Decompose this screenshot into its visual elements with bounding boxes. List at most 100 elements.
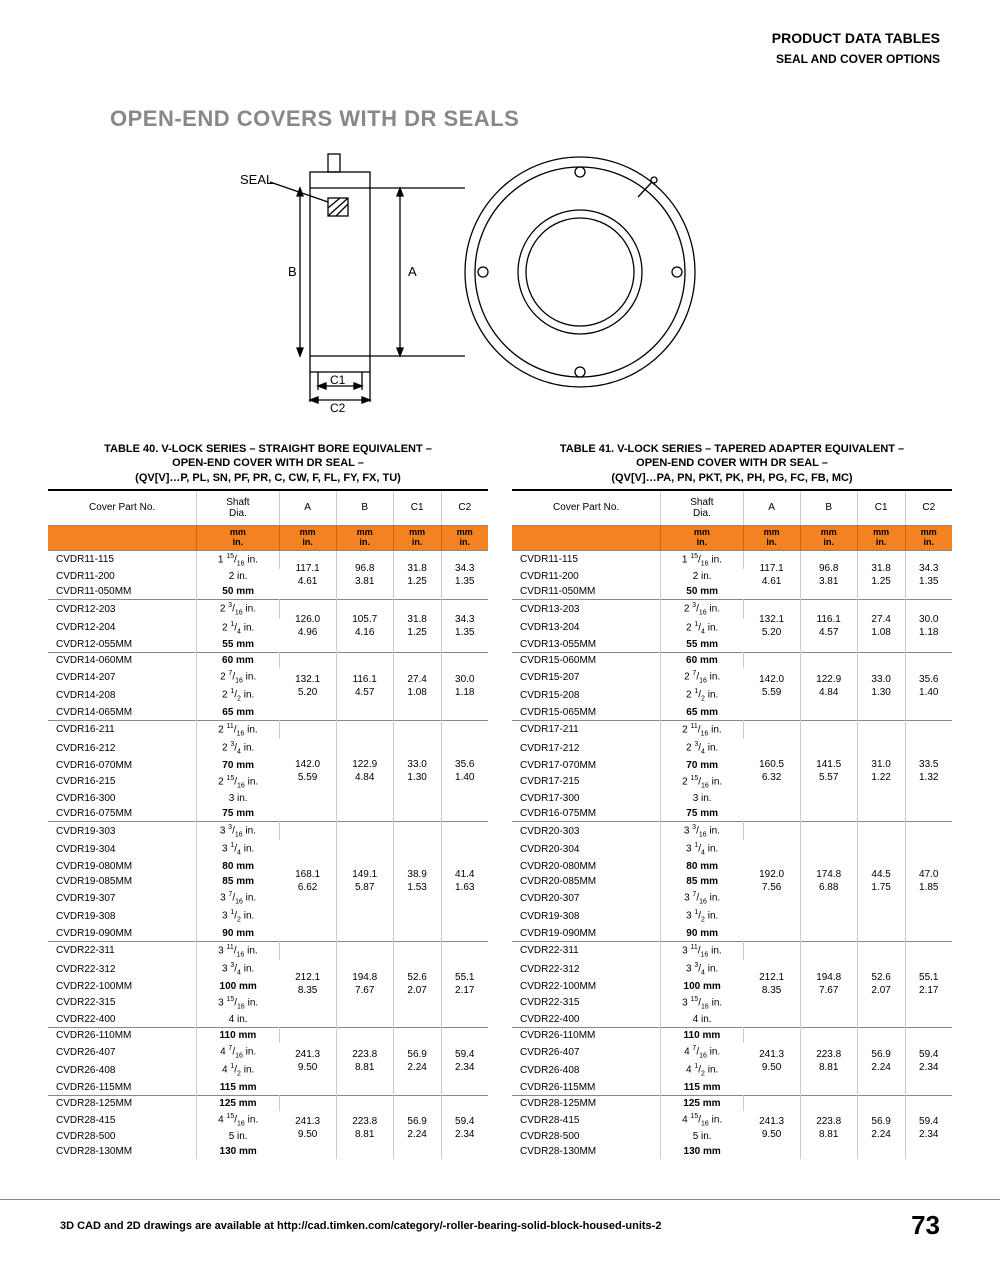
part-number: CVDR19-080MM (48, 859, 197, 874)
shaft-dia: 4 in. (197, 1012, 279, 1028)
unit-header: mmin. (857, 525, 905, 550)
shaft-dia: 110 mm (661, 1028, 743, 1044)
part-number: CVDR15-208 (512, 686, 661, 704)
part-number: CVDR19-307 (48, 889, 197, 907)
shaft-dia: 2 1/4 in. (661, 619, 743, 637)
shaft-dia: 2 3/16 in. (197, 600, 279, 619)
dim-C2: 59.42.34 (905, 1028, 952, 1096)
shaft-dia: 5 in. (661, 1129, 743, 1144)
dim-C1: 27.41.08 (857, 600, 905, 653)
shaft-dia: 2 15/16 in. (197, 773, 279, 791)
part-number: CVDR28-500 (48, 1129, 197, 1144)
dim-A: 168.16.62 (279, 822, 336, 942)
dim-A: 212.18.35 (743, 941, 800, 1027)
dim-A: 117.14.61 (743, 550, 800, 599)
part-number: CVDR28-130MM (512, 1144, 661, 1159)
table-row: CVDR26-110MM110 mm241.39.50223.88.8156.9… (48, 1028, 488, 1044)
shaft-dia: 125 mm (661, 1095, 743, 1111)
shaft-dia: 4 1/2 in. (661, 1061, 743, 1079)
shaft-dia: 3 3/4 in. (661, 960, 743, 978)
part-number: CVDR17-070MM (512, 758, 661, 773)
unit-header: mmin. (336, 525, 393, 550)
shaft-dia: 4 15/16 in. (197, 1111, 279, 1129)
shaft-dia: 3 in. (197, 791, 279, 806)
dim-C2: 35.61.40 (905, 652, 952, 720)
part-number: CVDR22-100MM (512, 979, 661, 994)
table-row: CVDR16-2112 11/16 in.142.05.59122.94.843… (48, 720, 488, 739)
shaft-dia: 115 mm (661, 1080, 743, 1096)
shaft-dia: 2 1/2 in. (661, 686, 743, 704)
col-header: ShaftDia. (197, 490, 279, 526)
shaft-dia: 1 15/16 in. (661, 550, 743, 569)
shaft-dia: 4 7/16 in. (661, 1043, 743, 1061)
page-header: PRODUCT DATA TABLES SEAL AND COVER OPTIO… (0, 0, 1000, 76)
part-number: CVDR16-212 (48, 739, 197, 757)
table-row: CVDR12-2032 3/16 in.126.04.96105.74.1631… (48, 600, 488, 619)
dim-B: 223.88.81 (800, 1028, 857, 1096)
part-number: CVDR12-055MM (48, 637, 197, 653)
part-number: CVDR26-110MM (48, 1028, 197, 1044)
page-footer: 3D CAD and 2D drawings are available at … (0, 1199, 1000, 1271)
unit-header: mmin. (800, 525, 857, 550)
part-number: CVDR16-300 (48, 791, 197, 806)
footer-text: 3D CAD and 2D drawings are available at … (60, 1220, 661, 1232)
part-number: CVDR20-085MM (512, 874, 661, 889)
part-number: CVDR26-408 (48, 1061, 197, 1079)
dim-C2: 47.01.85 (905, 822, 952, 942)
unit-header: mmin. (197, 525, 279, 550)
header-line2: SEAL AND COVER OPTIONS (0, 52, 940, 66)
main-title: OPEN-END COVERS WITH DR SEALS (0, 76, 1000, 142)
table40-body: CVDR11-1151 15/16 in.117.14.6196.83.8131… (48, 550, 488, 1159)
unit-header: mmin. (393, 525, 441, 550)
col-header: B (336, 490, 393, 526)
table-row: CVDR26-110MM110 mm241.39.50223.88.8156.9… (512, 1028, 952, 1044)
dim-C2: 30.01.18 (905, 600, 952, 653)
dim-B: 149.15.87 (336, 822, 393, 942)
part-number: CVDR19-304 (48, 840, 197, 858)
shaft-dia: 4 1/2 in. (197, 1061, 279, 1079)
shaft-dia: 75 mm (661, 806, 743, 822)
shaft-dia: 100 mm (197, 979, 279, 994)
dim-C2: 34.31.35 (441, 550, 488, 599)
shaft-dia: 110 mm (197, 1028, 279, 1044)
dim-C1: 31.81.25 (393, 550, 441, 599)
footer-page: 73 (911, 1210, 940, 1241)
part-number: CVDR14-060MM (48, 652, 197, 668)
part-number: CVDR26-407 (512, 1043, 661, 1061)
shaft-dia: 2 15/16 in. (661, 773, 743, 791)
dim-B: 194.87.67 (800, 941, 857, 1027)
table41-header1: Cover Part No.ShaftDia.ABC1C2 (512, 490, 952, 526)
dim-B: 223.88.81 (336, 1028, 393, 1096)
part-number: CVDR15-060MM (512, 652, 661, 668)
shaft-dia: 2 in. (197, 569, 279, 584)
table-row: CVDR11-1151 15/16 in.117.14.6196.83.8131… (512, 550, 952, 569)
dim-C1: 44.51.75 (857, 822, 905, 942)
table-row: CVDR22-3113 11/16 in.212.18.35194.87.675… (48, 941, 488, 960)
table-row: CVDR14-060MM60 mm132.15.20116.14.5727.41… (48, 652, 488, 668)
part-number: CVDR19-085MM (48, 874, 197, 889)
unit-header (48, 525, 197, 550)
part-number: CVDR28-125MM (48, 1095, 197, 1111)
dim-B: 96.83.81 (336, 550, 393, 599)
dim-C2: 30.01.18 (441, 652, 488, 720)
dim-C1: 56.92.24 (393, 1095, 441, 1159)
part-number: CVDR15-065MM (512, 705, 661, 721)
table-row: CVDR28-125MM125 mm241.39.50223.88.8156.9… (48, 1095, 488, 1111)
part-number: CVDR14-208 (48, 686, 197, 704)
part-number: CVDR12-203 (48, 600, 197, 619)
dim-A: 241.39.50 (279, 1095, 336, 1159)
shaft-dia: 50 mm (197, 584, 279, 600)
part-number: CVDR14-207 (48, 668, 197, 686)
part-number: CVDR13-204 (512, 619, 661, 637)
part-number: CVDR19-308 (512, 907, 661, 925)
dim-A: 142.05.59 (743, 652, 800, 720)
part-number: CVDR17-300 (512, 791, 661, 806)
shaft-dia: 3 3/16 in. (661, 822, 743, 841)
shaft-dia: 3 1/4 in. (661, 840, 743, 858)
dim-B: 105.74.16 (336, 600, 393, 653)
col-header: Cover Part No. (512, 490, 661, 526)
shaft-dia: 3 1/4 in. (197, 840, 279, 858)
col-header: C1 (857, 490, 905, 526)
part-number: CVDR20-080MM (512, 859, 661, 874)
dim-A: 126.04.96 (279, 600, 336, 653)
